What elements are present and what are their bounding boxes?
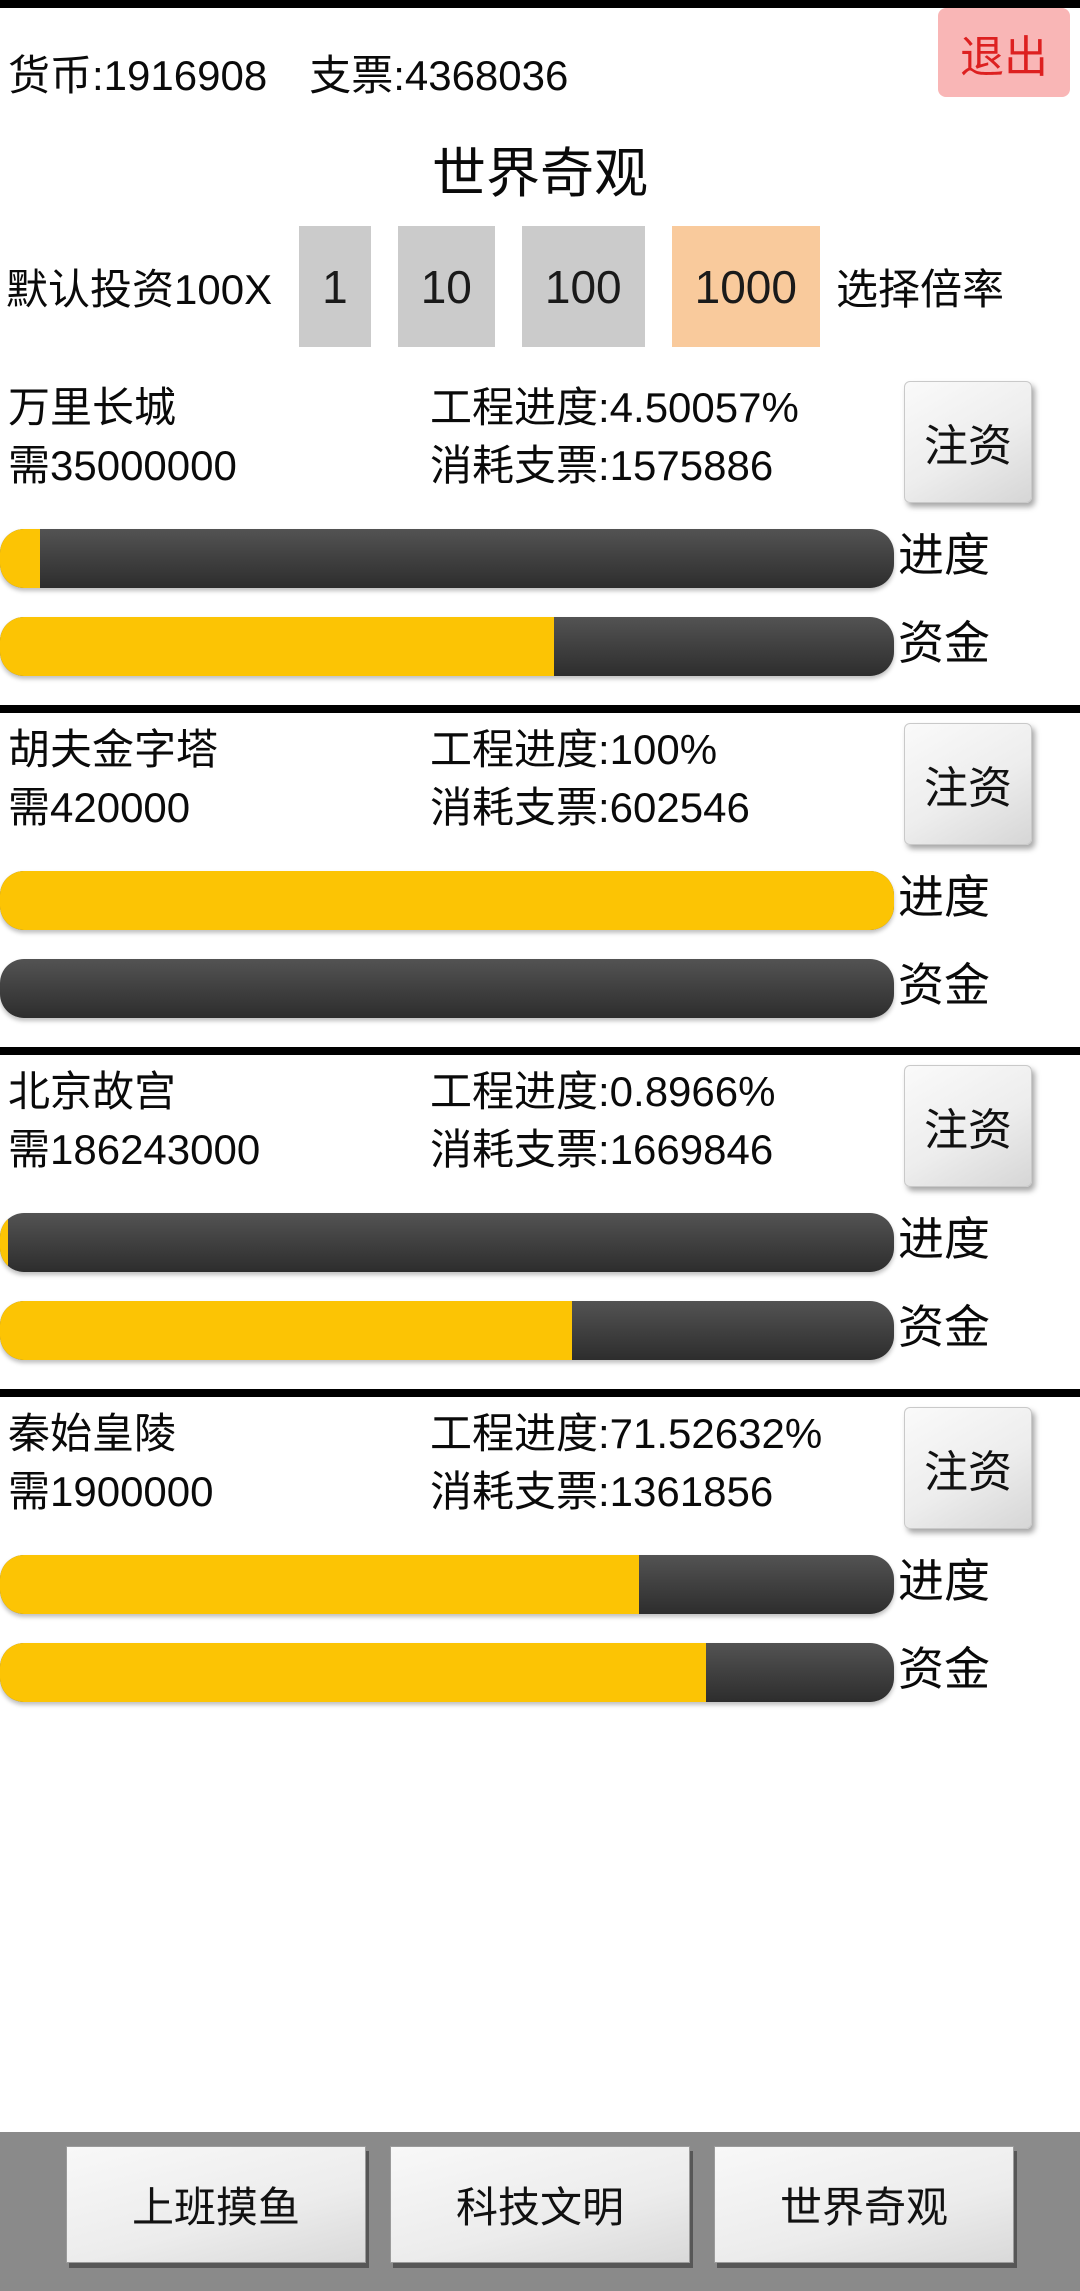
wonder-progress-text: 工程进度:4.50057% — [430, 384, 799, 431]
progress-bar-row: 进度 — [0, 871, 1080, 930]
invest-button[interactable]: 注资 — [904, 723, 1032, 845]
funds-bar — [0, 959, 894, 1018]
multiplier-button-1000[interactable]: 1000 — [671, 226, 820, 347]
section-divider — [0, 705, 1080, 713]
funds-bar — [0, 1643, 894, 1702]
wonder-progress-text: 工程进度:0.8966% — [430, 1068, 776, 1115]
progress-bar-label: 进度 — [898, 1555, 990, 1607]
wonder-name: 胡夫金字塔 — [8, 726, 219, 773]
funds-bar — [0, 1301, 894, 1360]
wonder-name: 北京故宫 — [8, 1068, 177, 1115]
funds-bar-row: 资金 — [0, 1301, 1080, 1360]
wonder-name-column: 万里长城 需35000000 — [8, 379, 430, 495]
progress-bar-label: 进度 — [898, 529, 990, 581]
multiplier-prefix-label: 默认投资100X — [6, 266, 273, 313]
progress-bar — [0, 1555, 894, 1614]
nav-tab-work-slacking[interactable]: 上班摸鱼 — [66, 2146, 366, 2263]
wonder-header: 胡夫金字塔 需420000 工程进度:100% 消耗支票:602546 注资 — [0, 721, 1080, 845]
wonder-cost-text: 消耗支票:1575886 — [430, 442, 774, 489]
exit-button[interactable]: 退出 — [938, 8, 1070, 97]
progress-bar-fill — [0, 1213, 9, 1272]
nav-tab-world-wonders[interactable]: 世界奇观 — [714, 2146, 1014, 2263]
funds-bar-row: 资金 — [0, 617, 1080, 676]
progress-bar-row: 进度 — [0, 1555, 1080, 1614]
wallet-bar: 货币:1916908 支票:4368036 — [0, 8, 1080, 103]
wonder-header: 北京故宫 需186243000 工程进度:0.8966% 消耗支票:166984… — [0, 1063, 1080, 1187]
wonder-cost-text: 消耗支票:602546 — [430, 784, 750, 831]
invest-button[interactable]: 注资 — [904, 381, 1032, 503]
wonder-name: 万里长城 — [8, 384, 177, 431]
funds-bar-row: 资金 — [0, 1643, 1080, 1702]
wonder-stats-column: 工程进度:4.50057% 消耗支票:1575886 — [430, 379, 904, 495]
funds-bar-row: 资金 — [0, 959, 1080, 1018]
wonder-name: 秦始皇陵 — [8, 1410, 177, 1457]
wonder-cost-text: 消耗支票:1669846 — [430, 1126, 774, 1173]
progress-bar — [0, 529, 894, 588]
progress-bar-row: 进度 — [0, 1213, 1080, 1272]
wonder-need: 需35000000 — [8, 442, 237, 489]
progress-bar — [0, 1213, 894, 1272]
multiplier-button-1[interactable]: 1 — [299, 226, 371, 347]
page-title: 世界奇观 — [432, 144, 648, 204]
progress-bar — [0, 871, 894, 930]
section-divider — [0, 1389, 1080, 1397]
wonder-stats-column: 工程进度:71.52632% 消耗支票:1361856 — [430, 1405, 904, 1521]
wonder-need: 需186243000 — [8, 1126, 261, 1173]
funds-bar-fill — [0, 1301, 573, 1360]
section-divider — [0, 1047, 1080, 1055]
wonder-list: 万里长城 需35000000 工程进度:4.50057% 消耗支票:157588… — [0, 371, 1080, 1702]
funds-bar-label: 资金 — [898, 1643, 990, 1695]
wonder-cost-text: 消耗支票:1361856 — [430, 1468, 774, 1515]
invest-button[interactable]: 注资 — [904, 1407, 1032, 1529]
funds-bar-label: 资金 — [898, 959, 990, 1011]
wonder-item-forbidden-city: 北京故宫 需186243000 工程进度:0.8966% 消耗支票:166984… — [0, 1055, 1080, 1360]
funds-bar — [0, 617, 894, 676]
progress-bar-label: 进度 — [898, 871, 990, 923]
wonder-need: 需1900000 — [8, 1468, 214, 1515]
currency-amount: 货币:1916908 — [8, 52, 268, 99]
wonder-name-column: 北京故宫 需186243000 — [8, 1063, 430, 1179]
progress-bar-fill — [0, 871, 894, 930]
wonder-name-column: 秦始皇陵 需1900000 — [8, 1405, 430, 1521]
wonder-item-qin-mausoleum: 秦始皇陵 需1900000 工程进度:71.52632% 消耗支票:136185… — [0, 1397, 1080, 1702]
wonder-progress-text: 工程进度:100% — [430, 726, 718, 773]
multiplier-row: 默认投资100X 1 10 100 1000 选择倍率 — [0, 226, 1080, 347]
wonder-stats-column: 工程进度:100% 消耗支票:602546 — [430, 721, 904, 837]
progress-bar-row: 进度 — [0, 529, 1080, 588]
wonder-item-khufu-pyramid: 胡夫金字塔 需420000 工程进度:100% 消耗支票:602546 注资 进… — [0, 713, 1080, 1018]
wonder-need: 需420000 — [8, 784, 191, 831]
progress-bar-label: 进度 — [898, 1213, 990, 1265]
progress-bar-fill — [0, 529, 41, 588]
progress-bar-fill — [0, 1555, 640, 1614]
wonder-progress-text: 工程进度:71.52632% — [430, 1410, 823, 1457]
multiplier-button-10[interactable]: 10 — [397, 226, 495, 347]
wonder-header: 秦始皇陵 需1900000 工程进度:71.52632% 消耗支票:136185… — [0, 1405, 1080, 1529]
funds-bar-label: 资金 — [898, 1301, 990, 1353]
screen-top-edge — [0, 0, 1080, 8]
funds-bar-fill — [0, 617, 555, 676]
wonder-name-column: 胡夫金字塔 需420000 — [8, 721, 430, 837]
multiplier-button-100[interactable]: 100 — [521, 226, 645, 347]
funds-bar-label: 资金 — [898, 617, 990, 669]
check-amount: 支票:4368036 — [309, 52, 569, 99]
funds-bar-fill — [0, 1643, 707, 1702]
nav-tab-tech-civilization[interactable]: 科技文明 — [390, 2146, 690, 2263]
invest-button[interactable]: 注资 — [904, 1065, 1032, 1187]
wonder-header: 万里长城 需35000000 工程进度:4.50057% 消耗支票:157588… — [0, 379, 1080, 503]
bottom-nav: 上班摸鱼 科技文明 世界奇观 — [0, 2132, 1080, 2291]
wonder-stats-column: 工程进度:0.8966% 消耗支票:1669846 — [430, 1063, 904, 1179]
multiplier-suffix-label: 选择倍率 — [835, 266, 1004, 313]
wonder-item-great-wall: 万里长城 需35000000 工程进度:4.50057% 消耗支票:157588… — [0, 371, 1080, 676]
